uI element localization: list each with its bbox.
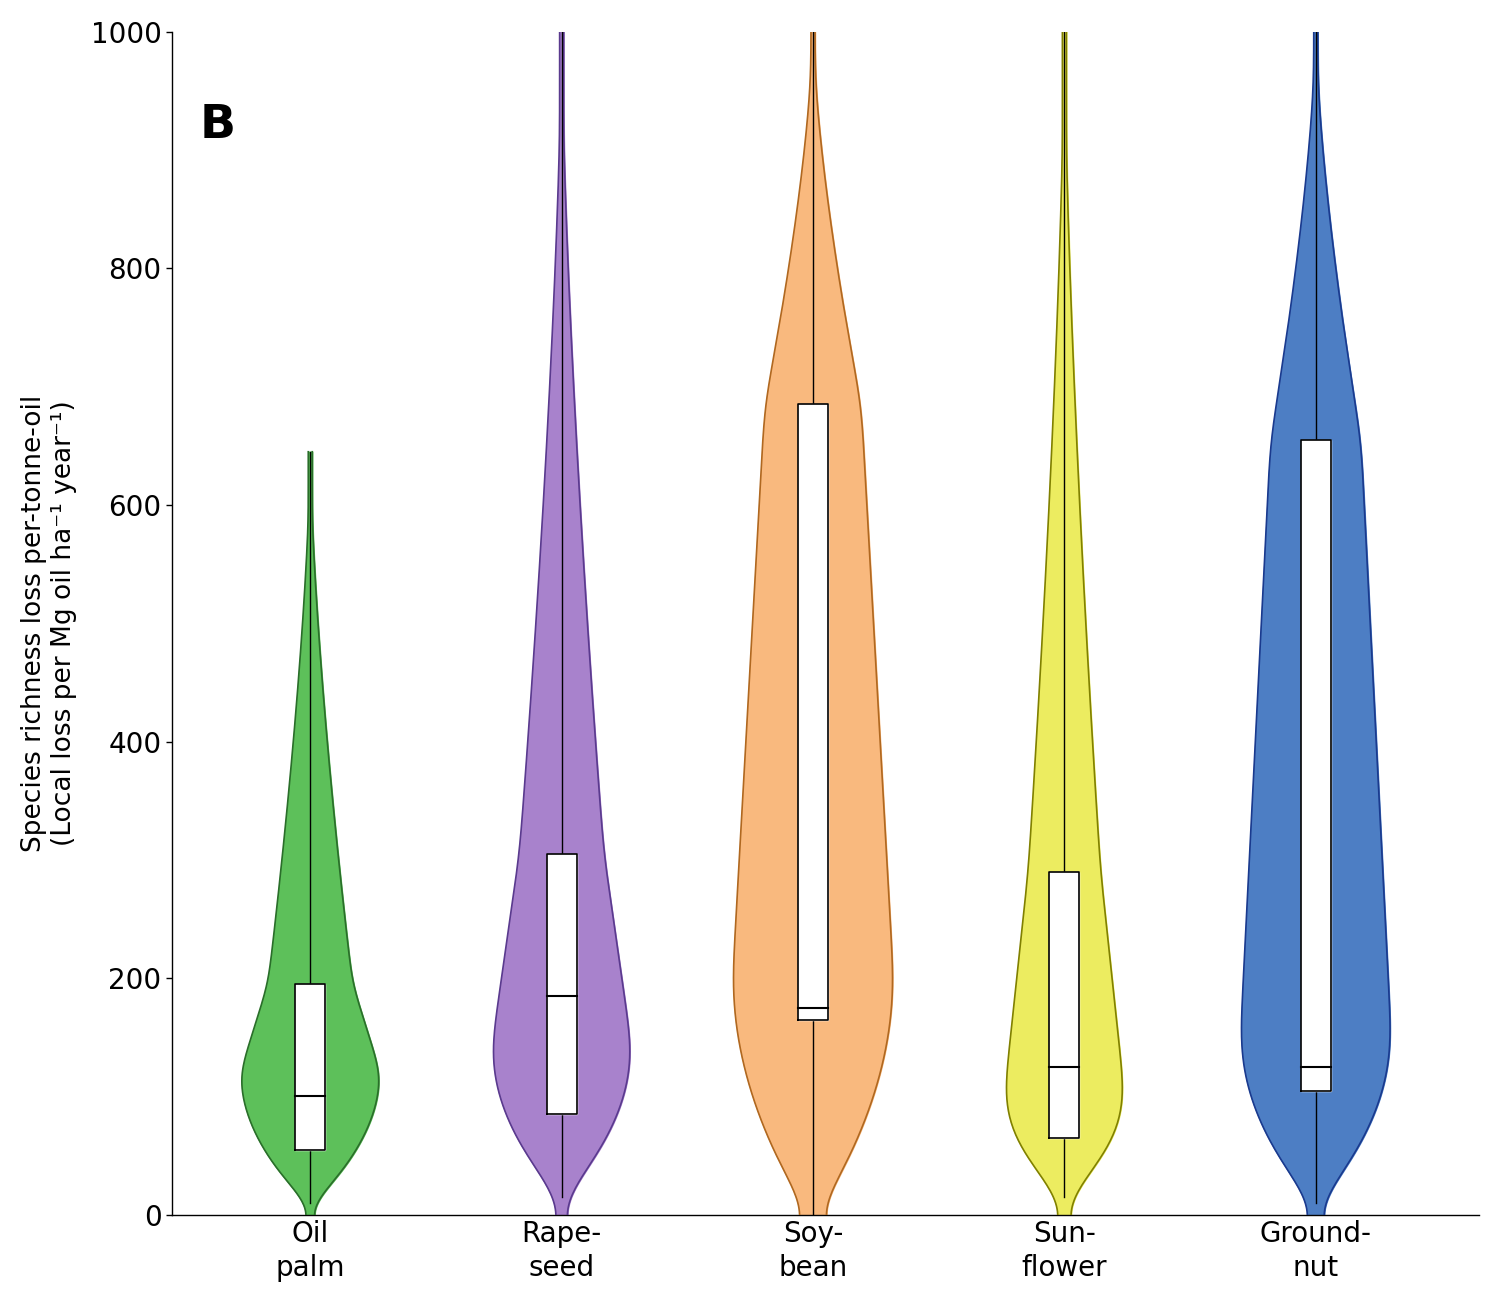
Polygon shape: [798, 404, 828, 1019]
Text: B: B: [200, 103, 236, 147]
Y-axis label: Species richness loss per-tonne-oil
(Local loss per Mg oil ha⁻¹ year⁻¹): Species richness loss per-tonne-oil (Loc…: [21, 395, 76, 852]
Polygon shape: [1300, 440, 1330, 1091]
Polygon shape: [296, 984, 326, 1149]
Polygon shape: [1050, 872, 1080, 1138]
Polygon shape: [546, 853, 576, 1114]
